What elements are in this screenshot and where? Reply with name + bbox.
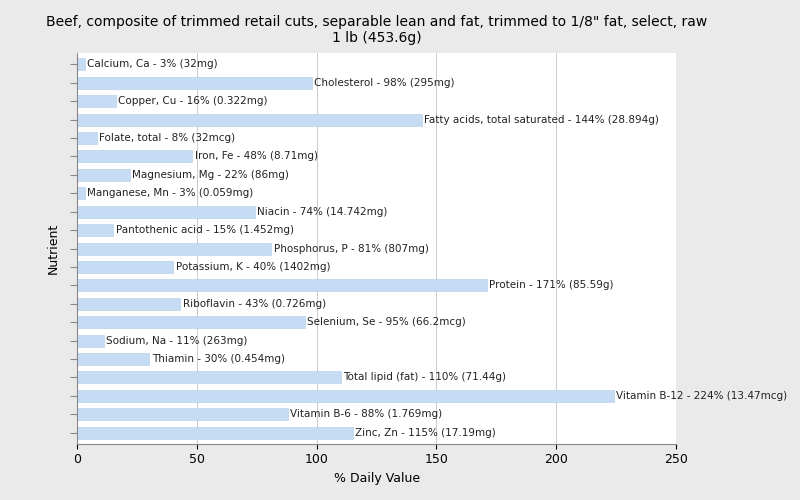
- Title: Beef, composite of trimmed retail cuts, separable lean and fat, trimmed to 1/8" : Beef, composite of trimmed retail cuts, …: [46, 15, 707, 45]
- Text: Phosphorus, P - 81% (807mg): Phosphorus, P - 81% (807mg): [274, 244, 429, 254]
- Text: Riboflavin - 43% (0.726mg): Riboflavin - 43% (0.726mg): [182, 299, 326, 309]
- Bar: [78, 114, 422, 126]
- Bar: [78, 426, 353, 438]
- Bar: [78, 150, 192, 162]
- Bar: [78, 316, 305, 328]
- Bar: [78, 206, 254, 218]
- Text: Copper, Cu - 16% (0.322mg): Copper, Cu - 16% (0.322mg): [118, 96, 267, 106]
- Text: Folate, total - 8% (32mcg): Folate, total - 8% (32mcg): [99, 133, 235, 143]
- Bar: [78, 334, 104, 346]
- Text: Pantothenic acid - 15% (1.452mg): Pantothenic acid - 15% (1.452mg): [116, 225, 294, 235]
- Bar: [78, 298, 180, 310]
- Text: Niacin - 74% (14.742mg): Niacin - 74% (14.742mg): [257, 206, 387, 216]
- Bar: [78, 390, 614, 402]
- Text: Manganese, Mn - 3% (0.059mg): Manganese, Mn - 3% (0.059mg): [87, 188, 253, 198]
- X-axis label: % Daily Value: % Daily Value: [334, 472, 420, 485]
- Bar: [78, 372, 341, 384]
- Bar: [78, 408, 288, 420]
- Bar: [78, 280, 486, 291]
- Bar: [78, 58, 85, 70]
- Bar: [78, 188, 85, 200]
- Bar: [78, 261, 173, 273]
- Text: Fatty acids, total saturated - 144% (28.894g): Fatty acids, total saturated - 144% (28.…: [425, 114, 659, 124]
- Text: Iron, Fe - 48% (8.71mg): Iron, Fe - 48% (8.71mg): [194, 152, 318, 162]
- Text: Thiamin - 30% (0.454mg): Thiamin - 30% (0.454mg): [151, 354, 285, 364]
- Text: Selenium, Se - 95% (66.2mcg): Selenium, Se - 95% (66.2mcg): [307, 317, 466, 327]
- Text: Vitamin B-12 - 224% (13.47mcg): Vitamin B-12 - 224% (13.47mcg): [616, 391, 787, 401]
- Text: Vitamin B-6 - 88% (1.769mg): Vitamin B-6 - 88% (1.769mg): [290, 410, 442, 420]
- Text: Sodium, Na - 11% (263mg): Sodium, Na - 11% (263mg): [106, 336, 247, 345]
- Text: Magnesium, Mg - 22% (86mg): Magnesium, Mg - 22% (86mg): [133, 170, 290, 180]
- Text: Zinc, Zn - 115% (17.19mg): Zinc, Zn - 115% (17.19mg): [355, 428, 496, 438]
- Text: Total lipid (fat) - 110% (71.44g): Total lipid (fat) - 110% (71.44g): [343, 372, 506, 382]
- Y-axis label: Nutrient: Nutrient: [47, 223, 60, 274]
- Text: Potassium, K - 40% (1402mg): Potassium, K - 40% (1402mg): [175, 262, 330, 272]
- Text: Protein - 171% (85.59g): Protein - 171% (85.59g): [489, 280, 614, 290]
- Bar: [78, 77, 312, 89]
- Bar: [78, 353, 149, 365]
- Bar: [78, 169, 130, 181]
- Text: Calcium, Ca - 3% (32mg): Calcium, Ca - 3% (32mg): [87, 60, 218, 70]
- Bar: [78, 132, 97, 144]
- Text: Cholesterol - 98% (295mg): Cholesterol - 98% (295mg): [314, 78, 455, 88]
- Bar: [78, 242, 271, 254]
- Bar: [78, 224, 114, 236]
- Bar: [78, 95, 116, 107]
